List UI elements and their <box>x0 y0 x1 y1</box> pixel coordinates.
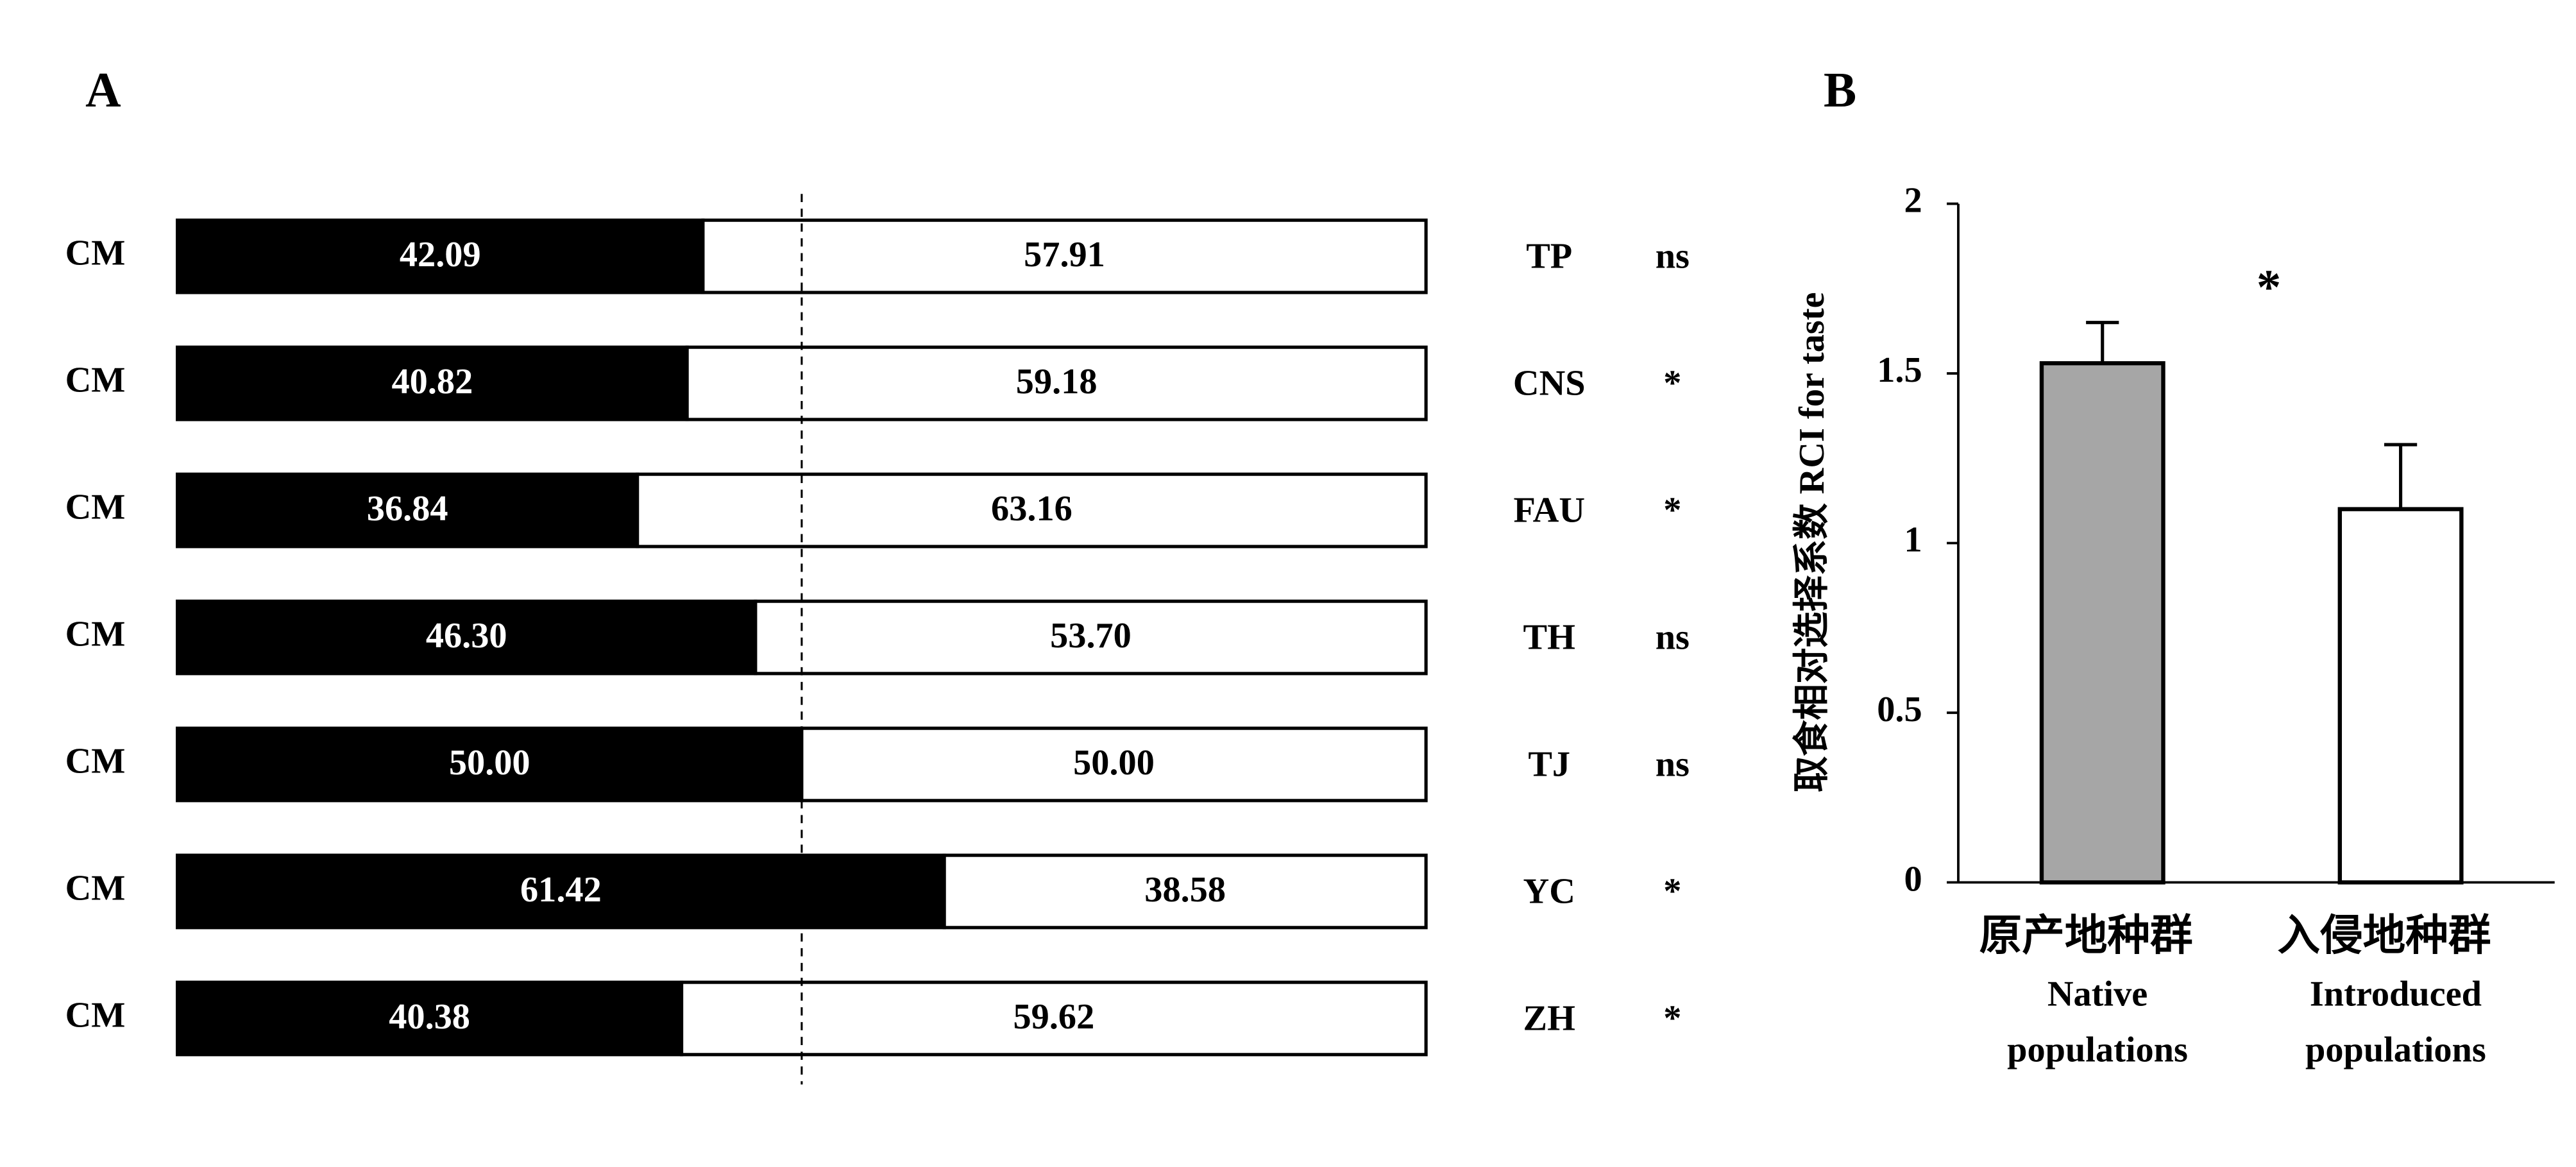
category-label: TJ <box>1528 745 1570 785</box>
annotation: * <box>2257 260 2281 315</box>
bar-segment <box>800 726 1428 803</box>
x-tick-sublabel: Native <box>2047 975 2148 1014</box>
bar-segment <box>636 472 1428 549</box>
value-label: 46.30 <box>426 616 507 656</box>
y-tick-label: 0 <box>1904 859 1922 899</box>
bar-segment <box>176 726 804 803</box>
row-label: CM <box>65 614 126 654</box>
y-tick-label: 2 <box>1904 181 1922 221</box>
value-label: 40.82 <box>392 362 473 402</box>
category-label: ZH <box>1523 999 1575 1039</box>
x-tick-sublabel: populations <box>2305 1030 2486 1070</box>
value-label: 57.91 <box>1024 235 1105 275</box>
x-tick-label: 原产地种群 <box>1979 912 2193 959</box>
x-tick-label: 入侵地种群 <box>2278 912 2491 959</box>
significance: ns <box>1656 745 1690 785</box>
value-label: 36.84 <box>367 489 448 529</box>
category-label: FAU <box>1513 491 1585 531</box>
row-label: CM <box>65 487 126 527</box>
panel-label: B <box>1824 63 1856 117</box>
value-label: 53.70 <box>1050 616 1131 656</box>
value-label: 40.38 <box>389 997 470 1037</box>
value-label: 50.00 <box>449 743 530 783</box>
y-tick-label: 1 <box>1904 520 1922 559</box>
x-tick-sublabel: populations <box>2007 1030 2188 1070</box>
row-label: CM <box>65 741 126 781</box>
y-tick-label: 0.5 <box>1877 690 1922 729</box>
x-tick-sublabel: Introduced <box>2310 975 2482 1014</box>
bar-segment <box>942 853 1428 930</box>
y-axis-title: 取食相对选择系数 RCI for taste <box>1792 292 1832 792</box>
category-label: TH <box>1523 618 1575 658</box>
bar <box>2039 361 2165 885</box>
row-label: CM <box>65 868 126 908</box>
y-tick-label: 1.5 <box>1877 350 1922 390</box>
value-label: 59.18 <box>1016 362 1097 402</box>
bar-segment <box>754 599 1428 676</box>
row-label: CM <box>65 360 126 400</box>
value-label: 50.00 <box>1073 743 1155 783</box>
value-label: 38.58 <box>1144 870 1226 910</box>
category-label: TP <box>1526 237 1572 277</box>
bar-segment <box>685 345 1428 422</box>
bar-segment <box>701 218 1428 294</box>
row-label: CM <box>65 995 126 1035</box>
bar-segment <box>176 599 758 676</box>
category-label: CNS <box>1513 364 1586 404</box>
y-axis-title-text: 取食相对选择系数 RCI for taste <box>1792 292 1832 792</box>
bar-segment <box>680 980 1428 1057</box>
significance: * <box>1663 491 1681 531</box>
significance: ns <box>1656 618 1690 658</box>
panel-label: A <box>85 63 121 117</box>
bar-segment <box>176 472 640 549</box>
significance: ns <box>1656 237 1690 277</box>
significance: * <box>1663 364 1681 404</box>
bar-segment <box>176 980 684 1057</box>
value-label: 59.62 <box>1013 997 1095 1037</box>
bar <box>2337 507 2464 885</box>
significance: * <box>1663 999 1681 1039</box>
row-label: CM <box>65 233 126 273</box>
value-label: 63.16 <box>991 489 1072 529</box>
value-label: 61.42 <box>520 870 602 910</box>
bar-segment <box>176 345 689 422</box>
bar-segment <box>176 218 705 294</box>
significance: * <box>1663 872 1681 912</box>
value-label: 42.09 <box>400 235 481 275</box>
category-label: YC <box>1523 872 1575 912</box>
